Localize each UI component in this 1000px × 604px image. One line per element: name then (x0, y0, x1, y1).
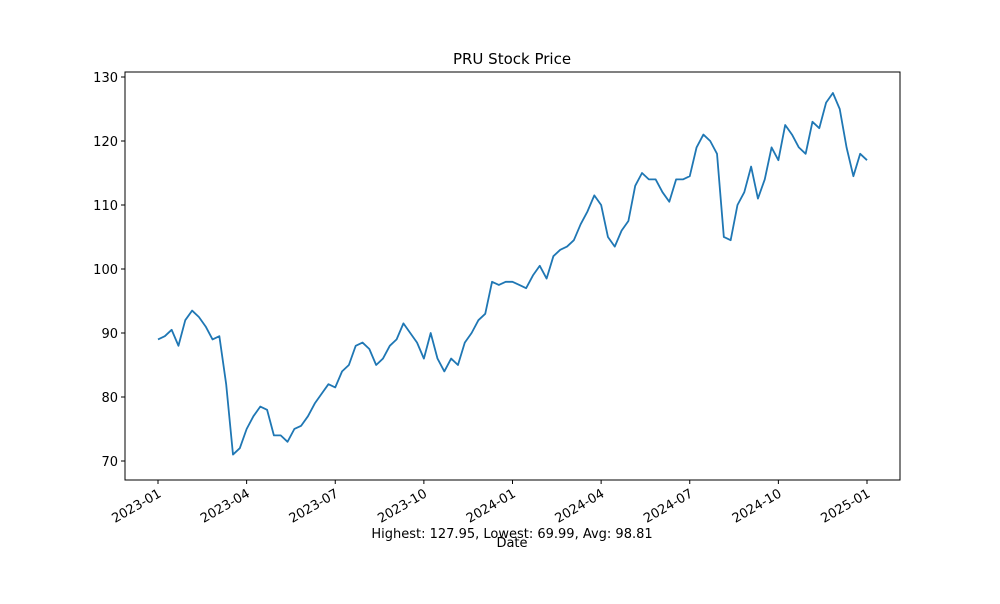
y-tick-label: 80 (101, 391, 118, 406)
y-tick-label: 90 (101, 327, 118, 342)
y-tick-label: 120 (93, 135, 118, 150)
price-line (157, 92, 868, 456)
y-tick-label: 70 (101, 455, 118, 470)
chart-title: PRU Stock Price (453, 50, 571, 68)
y-tick-label: 110 (93, 199, 118, 214)
x-axis-label: Date (496, 536, 527, 551)
annotation: Highest: 127.95, Lowest: 69.99, Avg: 98.… (371, 527, 652, 542)
y-tick-label: 130 (93, 71, 118, 86)
y-tick-label: 100 (93, 263, 118, 278)
